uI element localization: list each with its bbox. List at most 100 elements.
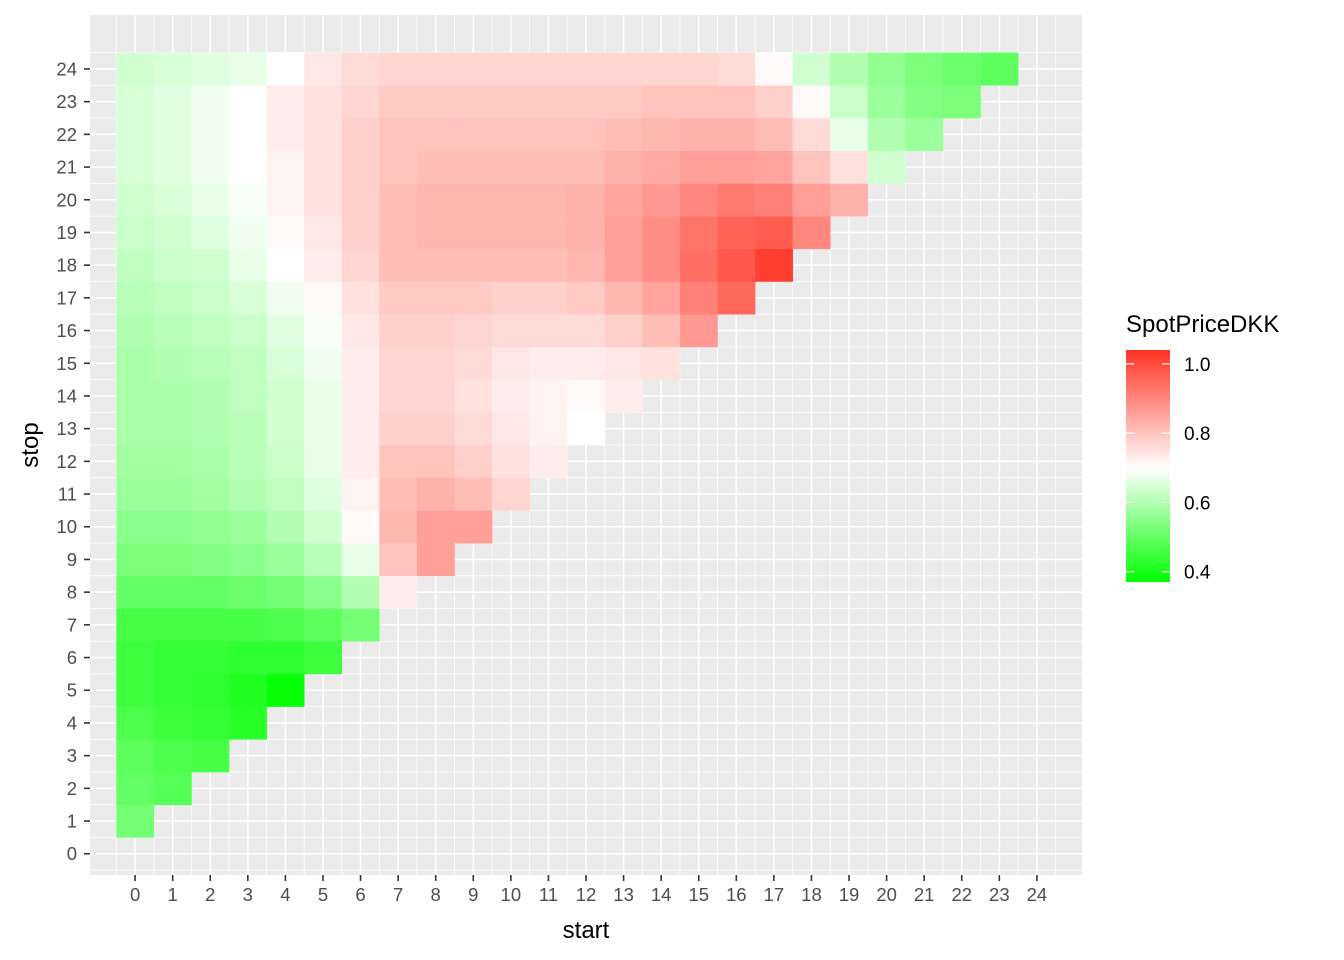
heatmap-cell [529, 216, 568, 250]
x-tick-label: 23 [989, 884, 1010, 905]
heatmap-cell [492, 248, 530, 282]
heatmap-cell [529, 52, 568, 86]
heatmap-cell [755, 183, 793, 217]
heatmap-cell [116, 510, 155, 544]
heatmap-cell [341, 477, 380, 511]
heatmap-cell [191, 641, 230, 675]
x-tick-label: 15 [688, 884, 709, 905]
heatmap-cell [116, 346, 155, 380]
legend: SpotPriceDKK 0.4 0.6 0.8 1.0 [1126, 311, 1279, 584]
x-tick-label: 12 [576, 884, 597, 905]
heatmap-cell [153, 412, 192, 446]
x-tick-label: 18 [801, 884, 822, 905]
y-tick-label: 6 [67, 647, 77, 668]
x-tick-label: 10 [501, 884, 522, 905]
y-tick-label: 9 [67, 549, 77, 570]
heatmap-cell [229, 216, 267, 250]
heatmap-cell [266, 183, 305, 217]
heatmap-cell [529, 445, 568, 478]
heatmap-cell [116, 673, 155, 707]
x-tick-label: 22 [951, 884, 972, 905]
heatmap-cell [379, 52, 418, 86]
heatmap-cell [116, 477, 155, 511]
x-axis-title: start [563, 917, 610, 944]
heatmap-cell [830, 118, 869, 152]
heatmap-cell [567, 150, 606, 184]
heatmap-cell [266, 85, 305, 119]
heatmap-cell [792, 216, 831, 250]
heatmap-cell [304, 445, 343, 478]
heatmap-cell [229, 673, 267, 707]
heatmap-cell [717, 248, 756, 282]
heatmap-cell [153, 248, 192, 282]
y-tick-label: 5 [67, 680, 77, 701]
heatmap-cell [191, 543, 230, 577]
y-tick-label: 18 [56, 255, 77, 276]
heatmap-cell [266, 281, 305, 315]
heatmap-cell [830, 52, 869, 86]
heatmap-cell [191, 118, 230, 152]
heatmap-cell [980, 52, 1019, 86]
heatmap-cell [755, 248, 793, 282]
heatmap-cell [191, 739, 230, 773]
heatmap-cell [416, 510, 455, 544]
x-tick-label: 9 [468, 884, 478, 905]
heatmap-cell [116, 216, 155, 250]
y-tick-label: 19 [56, 222, 77, 243]
heatmap-cell [379, 543, 418, 577]
x-tick-label: 2 [205, 884, 215, 905]
x-tick-label: 19 [839, 884, 860, 905]
heatmap-cell [116, 543, 155, 577]
heatmap-cell [153, 608, 192, 642]
heatmap-cell [454, 118, 493, 152]
heatmap-cell [679, 216, 718, 250]
heatmap-cell [304, 543, 343, 577]
heatmap-cell [266, 641, 305, 675]
x-tick-label: 16 [726, 884, 747, 905]
heatmap-cell [153, 543, 192, 577]
heatmap-cell [153, 739, 192, 773]
heatmap-cell [191, 183, 230, 217]
heatmap-cell [229, 575, 267, 609]
heatmap-cell [116, 118, 155, 152]
heatmap-cell [755, 150, 793, 184]
heatmap-cell [191, 412, 230, 446]
heatmap-cell [266, 510, 305, 544]
heatmap-cell [642, 346, 681, 380]
heatmap-cell [191, 314, 230, 348]
heatmap-cell [717, 118, 756, 152]
heatmap-cell [266, 150, 305, 184]
heatmap-cell [604, 314, 643, 348]
heatmap-cell [304, 150, 343, 184]
heatmap-cell [642, 118, 681, 152]
heatmap-cell [567, 118, 606, 152]
heatmap-cell [416, 183, 455, 217]
heatmap-cell [416, 216, 455, 250]
heatmap-cell [679, 314, 718, 348]
heatmap-cell [116, 739, 155, 773]
heatmap-cell [229, 543, 267, 577]
heatmap-cell [679, 248, 718, 282]
heatmap-cell [304, 248, 343, 282]
legend-break-label: 0.6 [1184, 493, 1210, 514]
heatmap-cell [830, 85, 869, 119]
heatmap-cell [492, 477, 530, 511]
heatmap-cell [341, 346, 380, 380]
heatmap-cell [567, 346, 606, 380]
y-tick-label: 24 [56, 58, 77, 79]
heatmap-cell [529, 248, 568, 282]
heatmap-cell [153, 673, 192, 707]
heatmap-cell [567, 52, 606, 86]
heatmap-cell [191, 85, 230, 119]
heatmap-cell [642, 314, 681, 348]
x-tick-label: 5 [318, 884, 328, 905]
y-tick-label: 3 [67, 745, 77, 766]
heatmap-cell [191, 608, 230, 642]
heatmap-cell [341, 216, 380, 250]
heatmap-cell [679, 118, 718, 152]
heatmap-cell [191, 379, 230, 413]
y-axis-title: stop [17, 422, 44, 467]
heatmap-cell [604, 346, 643, 380]
heatmap-cell [153, 510, 192, 544]
heatmap-cell [679, 52, 718, 86]
